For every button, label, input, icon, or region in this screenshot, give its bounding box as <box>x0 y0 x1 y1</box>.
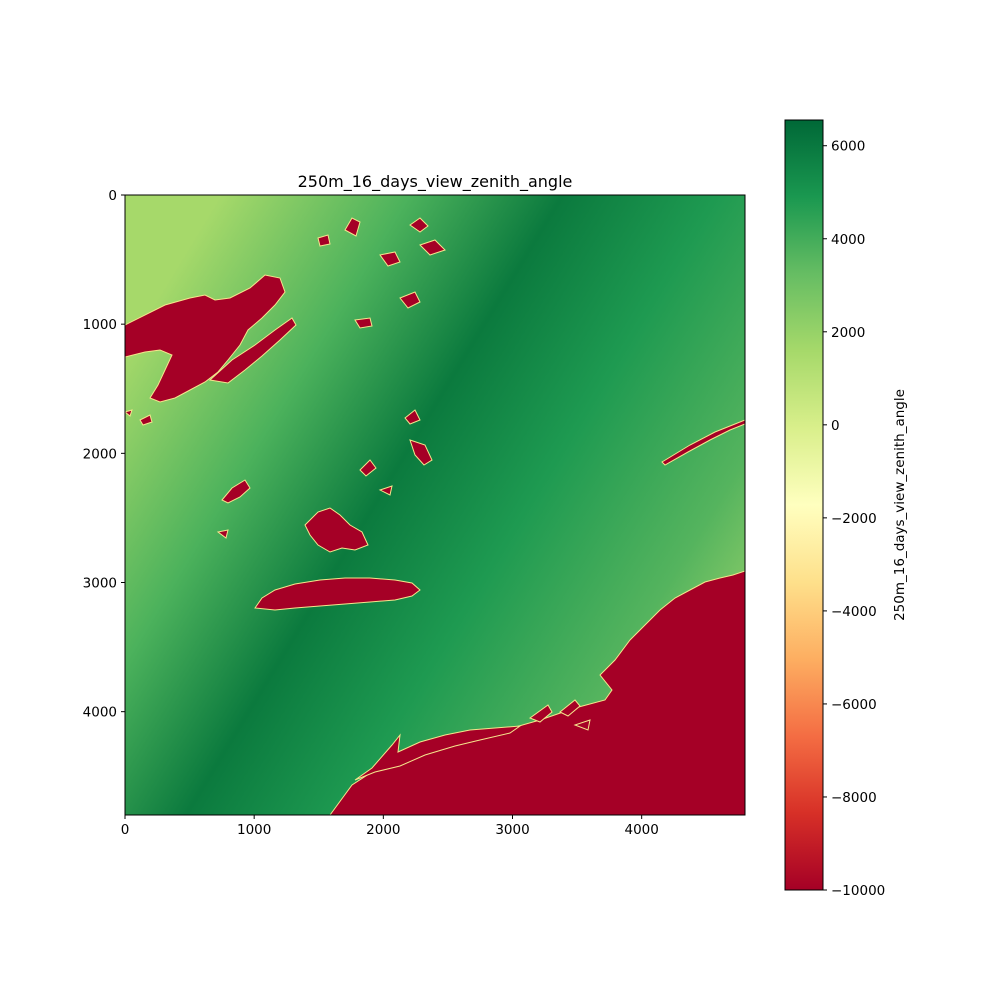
colorbar: 6000400020000−2000−4000−6000−8000−10000 … <box>784 119 908 899</box>
x-tick-label: 3000 <box>495 822 529 838</box>
nodata-strip-northwest <box>208 317 297 384</box>
colorbar-tick-label: −6000 <box>831 697 877 713</box>
colorbar-label: 250m_16_days_view_zenith_angle <box>892 389 908 621</box>
y-tick-label: 3000 <box>83 576 117 592</box>
colorbar-tick-label: −8000 <box>831 790 877 806</box>
x-tick-label: 2000 <box>366 822 400 838</box>
nodata-bits-north <box>317 217 446 329</box>
y-tick-label: 0 <box>108 188 117 204</box>
nodata-region-central <box>254 577 421 611</box>
plot-area <box>125 195 745 815</box>
colorbar-tick-label: −2000 <box>831 511 877 527</box>
x-tick-label: 1000 <box>237 822 271 838</box>
colorbar-tick-label: 2000 <box>831 325 865 341</box>
colorbar-tick-label: −10000 <box>831 883 885 899</box>
x-tick-label: 4000 <box>624 822 658 838</box>
nodata-bits-south <box>528 699 591 731</box>
colorbar-tick-label: −4000 <box>831 604 877 620</box>
nodata-strip-east <box>661 419 745 466</box>
y-tick-label: 2000 <box>83 446 117 462</box>
chart-title: 250m_16_days_view_zenith_angle <box>298 172 573 192</box>
colorbar-tick-label: 0 <box>831 418 840 434</box>
y-axis: 0 1000 2000 3000 4000 <box>83 188 125 721</box>
plot-frame <box>124 194 746 816</box>
nodata-bits-northwest <box>125 409 153 426</box>
nodata-region-northwest <box>125 274 286 403</box>
nodata-strip-south <box>354 725 522 781</box>
x-tick-label: 0 <box>121 822 130 838</box>
y-tick-label: 1000 <box>83 317 117 333</box>
colorbar-gradient-bar <box>784 119 824 891</box>
y-tick-label: 4000 <box>83 705 117 721</box>
x-axis: 0 1000 2000 3000 4000 <box>121 815 659 838</box>
colorbar-tick-label: 6000 <box>831 139 865 155</box>
colorbar-ticks: 6000 4000 2000 0 −2000 −4000 −6000 −8000 −10000 <box>823 139 885 899</box>
colorbar-tick-label: 4000 <box>831 232 865 248</box>
nodata-bits-central <box>216 409 433 539</box>
nodata-patch-central <box>304 507 369 553</box>
